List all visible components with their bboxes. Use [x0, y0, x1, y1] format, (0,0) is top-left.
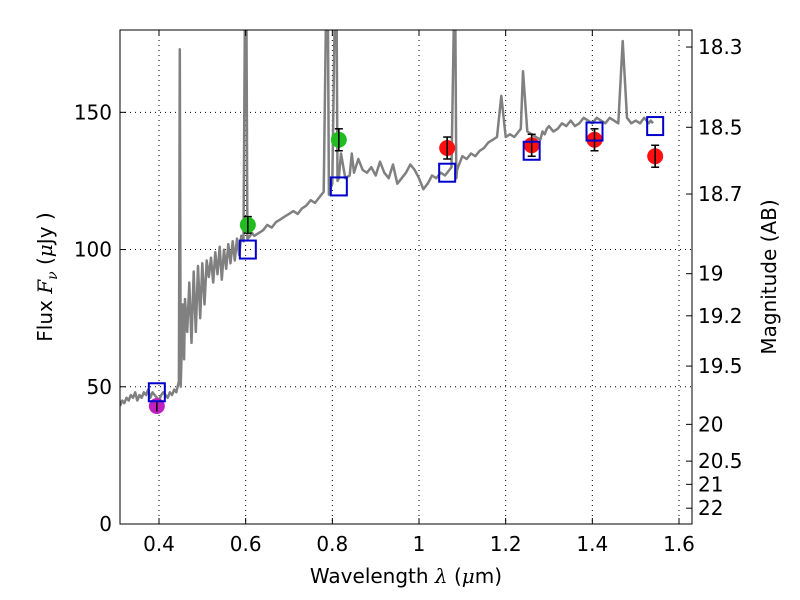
- model-point: [438, 162, 457, 183]
- points: [147, 116, 665, 414]
- y2-tick-label: 18.7: [698, 182, 743, 206]
- y2-tick-label: 20: [698, 412, 723, 436]
- y2-tick-label: 19.2: [698, 304, 743, 328]
- x-tick-label: 1: [413, 532, 426, 556]
- y-tick-label: 100: [74, 238, 112, 262]
- y2-tick-label: 18.5: [698, 115, 743, 139]
- y2-tick-label: 20.5: [698, 449, 743, 473]
- tick-labels: 0.4 0.6 0.8 1 1.2 1.4 1.6 0 50 100 150 18.3 18.5 18.7…: [74, 35, 743, 556]
- x-tick-label: 0.4: [143, 532, 175, 556]
- x-tick-label: 1.6: [663, 532, 695, 556]
- y-axis-label: Flux Fν (μJy ): [33, 212, 61, 341]
- y2-tick-label: 21: [698, 472, 723, 496]
- y-tick-label: 50: [87, 375, 112, 399]
- y-tick-label: 150: [74, 100, 112, 124]
- ticks: [120, 30, 692, 525]
- model-point: [329, 176, 348, 197]
- model-point: [522, 140, 541, 161]
- model-point: [646, 116, 665, 137]
- y2-tick-label: 22: [698, 496, 723, 520]
- plot-frame: [119, 29, 693, 525]
- x-tick-label: 0.6: [230, 532, 262, 556]
- model-point: [238, 239, 257, 260]
- model-point: [585, 121, 604, 142]
- y2-tick-label: 19: [698, 262, 723, 286]
- spectrum-layer: [120, 30, 654, 407]
- y2-axis-label: Magnitude (AB): [757, 199, 781, 354]
- y-tick-label: 0: [99, 512, 112, 536]
- model-point: [147, 382, 166, 403]
- x-tick-label: 0.8: [316, 532, 348, 556]
- x-axis-label: Wavelength λ (μm): [310, 564, 502, 588]
- spectrum-line: [120, 30, 654, 407]
- x-tick-label: 1.4: [576, 532, 608, 556]
- x-tick-label: 1.2: [490, 532, 522, 556]
- y2-tick-label: 19.5: [698, 354, 743, 378]
- y2-tick-label: 18.3: [698, 35, 743, 59]
